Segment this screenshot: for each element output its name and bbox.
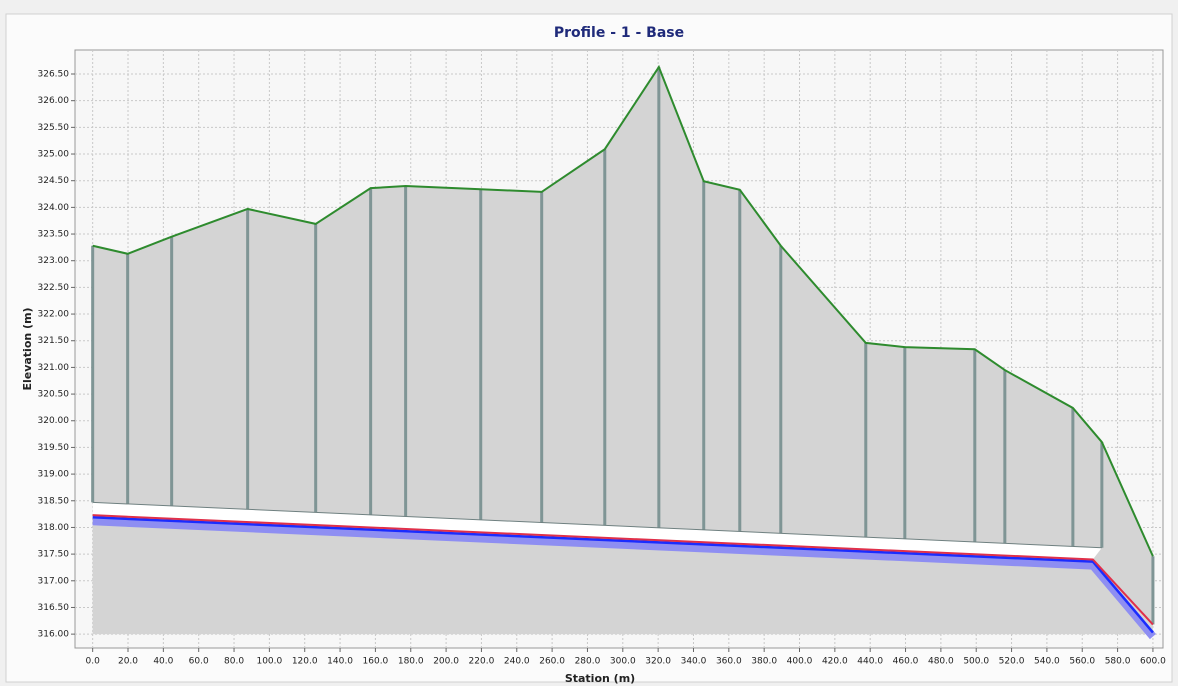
x-tick-label: 140.0 <box>327 657 353 667</box>
y-tick-label: 320.00 <box>38 416 70 426</box>
y-tick-label: 321.00 <box>38 363 70 373</box>
y-tick-label: 318.00 <box>38 523 70 533</box>
chart-title: Profile - 1 - Base <box>554 25 684 41</box>
x-tick-label: 240.0 <box>504 657 530 667</box>
x-tick-label: 340.0 <box>681 657 707 667</box>
x-tick-label: 380.0 <box>751 657 777 667</box>
x-tick-label: 560.0 <box>1069 657 1095 667</box>
x-tick-label: 20.0 <box>118 657 138 667</box>
x-tick-label: 460.0 <box>893 657 919 667</box>
y-tick-label: 319.00 <box>38 470 70 480</box>
x-tick-label: 0.0 <box>86 657 101 667</box>
y-tick-label: 321.50 <box>38 336 70 346</box>
y-tick-label: 318.50 <box>38 496 70 506</box>
x-tick-label: 40.0 <box>153 657 173 667</box>
x-tick-label: 580.0 <box>1105 657 1131 667</box>
y-tick-label: 326.00 <box>38 96 70 106</box>
x-tick-label: 520.0 <box>999 657 1025 667</box>
x-tick-label: 540.0 <box>1034 657 1060 667</box>
open-section <box>92 502 1102 560</box>
x-tick-label: 440.0 <box>857 657 883 667</box>
bed-line <box>92 516 1154 634</box>
y-tick-label: 322.50 <box>38 283 70 293</box>
y-axis-label: Elevation (m) <box>21 307 34 390</box>
ground-line <box>92 64 1154 557</box>
y-tick-label: 323.00 <box>38 256 70 266</box>
x-tick-label: 80.0 <box>224 657 244 667</box>
y-tick-label: 326.50 <box>38 70 70 80</box>
y-tick-label: 324.00 <box>38 203 70 213</box>
x-tick-label: 120.0 <box>292 657 318 667</box>
x-tick-label: 220.0 <box>469 657 495 667</box>
y-tick-label: 323.50 <box>38 230 70 240</box>
y-tick-label: 317.50 <box>38 550 70 560</box>
x-tick-label: 280.0 <box>575 657 601 667</box>
x-tick-label: 360.0 <box>716 657 742 667</box>
y-tick-label: 317.00 <box>38 576 70 586</box>
bed-band <box>92 517 1156 640</box>
x-tick-label: 180.0 <box>398 657 424 667</box>
x-tick-label: 400.0 <box>787 657 813 667</box>
y-tick-label: 319.50 <box>38 443 70 453</box>
x-tick-label: 160.0 <box>363 657 389 667</box>
y-tick-label: 325.50 <box>38 123 70 133</box>
x-tick-label: 320.0 <box>645 657 671 667</box>
water-line <box>92 514 1154 626</box>
y-tick-label: 324.50 <box>38 176 70 186</box>
y-tick-label: 320.50 <box>38 390 70 400</box>
x-axis-label: Station (m) <box>565 672 635 685</box>
y-tick-label: 316.50 <box>38 603 70 613</box>
x-tick-label: 100.0 <box>256 657 282 667</box>
y-tick-label: 322.00 <box>38 310 70 320</box>
x-tick-label: 60.0 <box>189 657 209 667</box>
x-tick-label: 300.0 <box>610 657 636 667</box>
x-tick-label: 600.0 <box>1140 657 1166 667</box>
y-tick-label: 325.00 <box>38 150 70 160</box>
top-line <box>92 501 1102 549</box>
x-tick-label: 200.0 <box>433 657 459 667</box>
terrain-fill <box>92 67 1153 635</box>
x-tick-label: 500.0 <box>963 657 989 667</box>
x-tick-label: 480.0 <box>928 657 954 667</box>
x-tick-label: 260.0 <box>539 657 565 667</box>
x-tick-label: 420.0 <box>822 657 848 667</box>
y-tick-label: 316.00 <box>38 630 70 640</box>
